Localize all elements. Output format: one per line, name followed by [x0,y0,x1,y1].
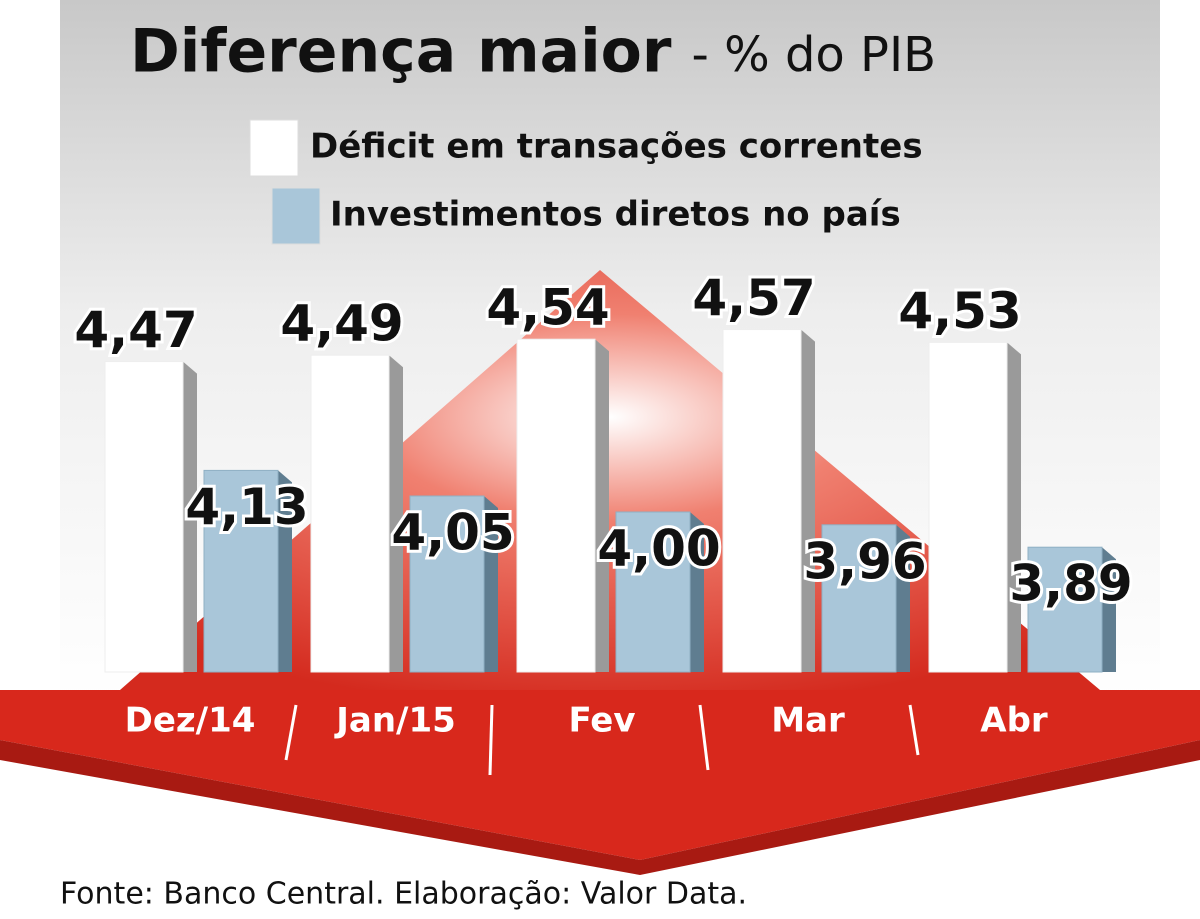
x-tick-label: Jan/15 [334,701,456,741]
bar [104,361,184,673]
legend-label: Investimentos diretos no país [330,195,901,235]
legend-label: Déficit em transações correntes [310,127,923,167]
bar [722,329,802,673]
bar [615,511,691,673]
bar [928,341,1008,673]
legend-swatch [271,187,321,245]
x-tick-label: Mar [771,701,845,741]
value-label: 3,89 [1009,555,1132,613]
bar-side [896,524,910,672]
bar-side [1102,547,1116,672]
legend-swatch [249,119,299,177]
bar [821,524,897,673]
bar-side [278,470,292,672]
bar [310,354,390,673]
bar-side [183,361,197,672]
value-label: 4,05 [391,504,514,562]
value-label: 4,47 [74,301,197,359]
arrow-edge [0,740,1200,875]
bar [203,469,279,673]
value-label: 4,57 [692,269,815,327]
chart-subtitle: - % do PIB [692,27,937,83]
separators [284,704,920,776]
bar [516,338,596,673]
bar-side [1007,342,1021,672]
bar [1027,546,1103,673]
bar-side [801,329,815,672]
bar-side [595,339,609,672]
value-label: 4,54 [486,279,609,337]
arrow-band [0,690,1200,860]
value-label: 4,00 [597,520,720,578]
x-tick-label: Dez/14 [125,701,256,741]
chart-title: Diferença maior [130,17,672,87]
source: Fonte: Banco Central. Elaboração: Valor … [60,877,747,912]
value-label: 4,49 [280,295,403,353]
value-label: 3,96 [803,532,926,590]
x-tick-label: Fev [568,701,635,741]
bar-side [389,355,403,672]
value-label: 4,13 [185,478,308,536]
bar-side [484,496,498,672]
value-label: 4,53 [898,282,1021,340]
bar-side [690,512,704,672]
x-tick-label: Abr [980,701,1048,741]
bar [409,495,485,673]
